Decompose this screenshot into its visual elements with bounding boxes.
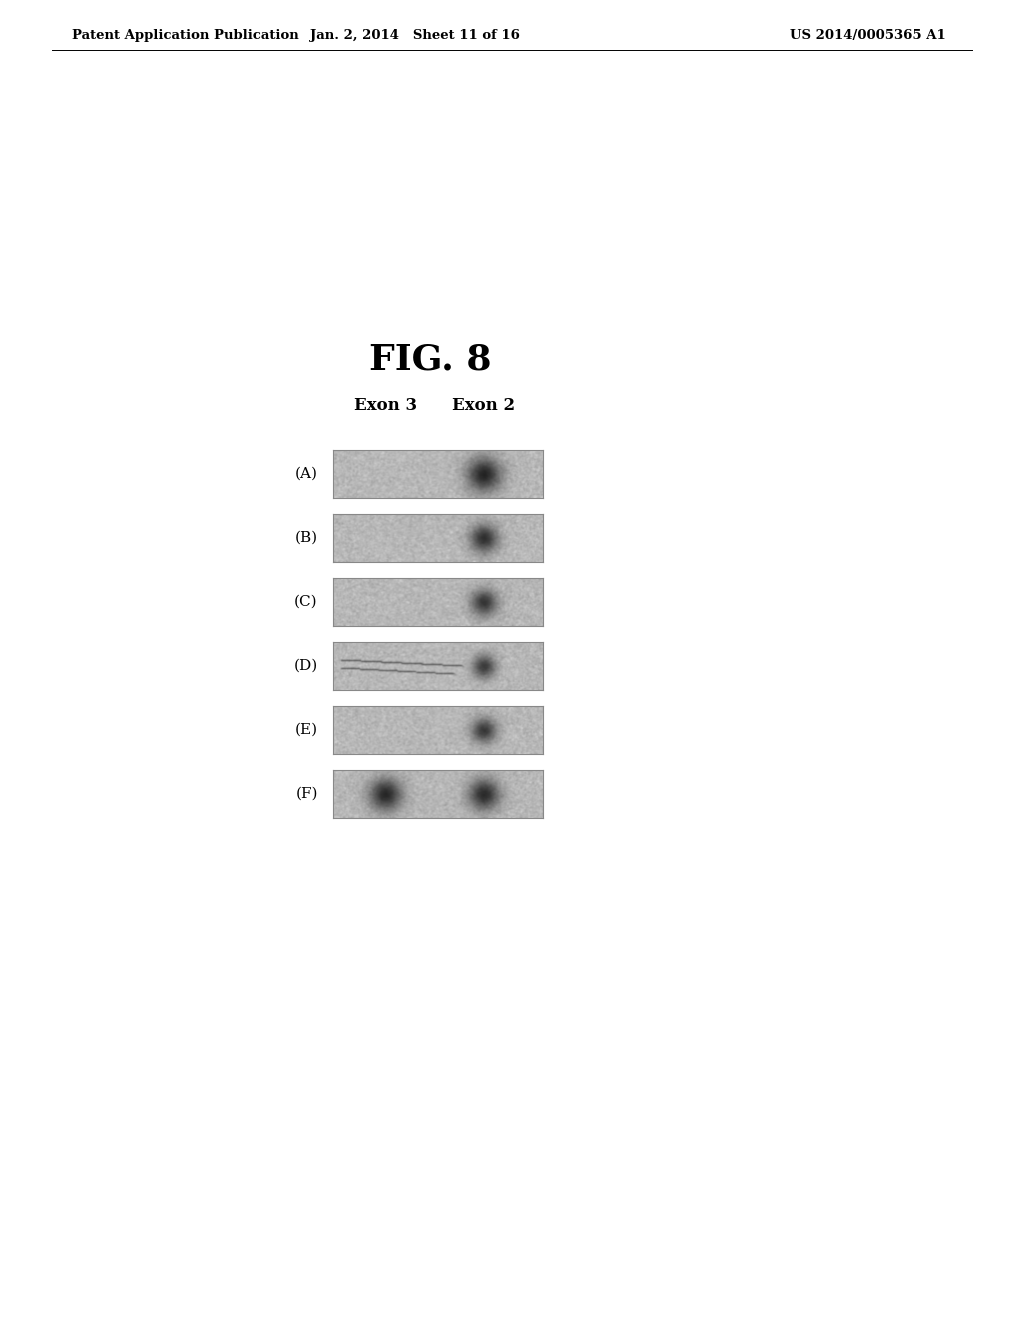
- Text: FIG. 8: FIG. 8: [369, 343, 492, 378]
- Text: (A): (A): [295, 467, 317, 480]
- Text: (F): (F): [295, 787, 317, 801]
- Text: Exon 3: Exon 3: [353, 396, 417, 413]
- Text: (B): (B): [295, 531, 317, 545]
- Text: (D): (D): [294, 659, 317, 673]
- Text: Exon 2: Exon 2: [453, 396, 515, 413]
- Text: US 2014/0005365 A1: US 2014/0005365 A1: [791, 29, 946, 41]
- Text: (E): (E): [295, 723, 317, 737]
- Text: (C): (C): [294, 595, 317, 609]
- Text: Jan. 2, 2014   Sheet 11 of 16: Jan. 2, 2014 Sheet 11 of 16: [310, 29, 520, 41]
- Text: Patent Application Publication: Patent Application Publication: [72, 29, 299, 41]
